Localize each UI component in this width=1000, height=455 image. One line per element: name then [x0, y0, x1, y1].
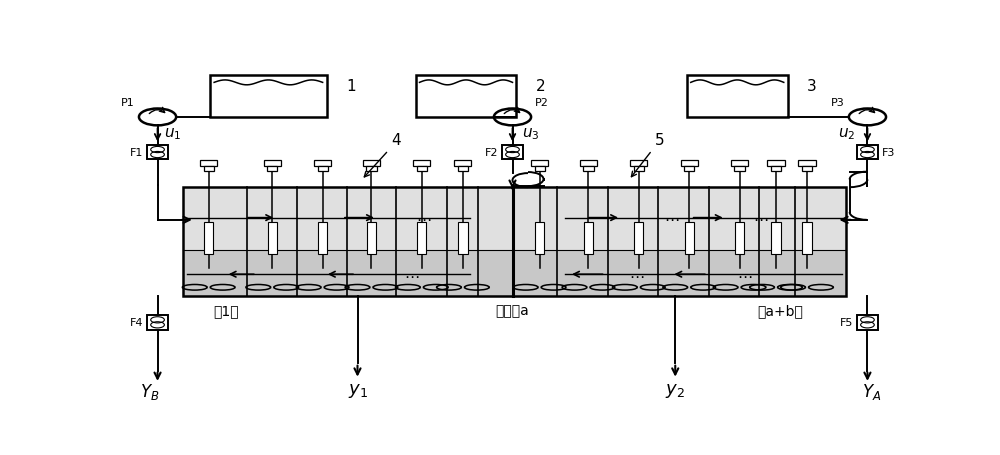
- Bar: [767, 161, 785, 167]
- Bar: [681, 161, 698, 167]
- Bar: [798, 161, 816, 167]
- Bar: [857, 315, 878, 330]
- Bar: [734, 167, 745, 171]
- Bar: [318, 222, 327, 254]
- Text: 2: 2: [536, 79, 545, 94]
- Text: $\cdots$: $\cdots$: [416, 211, 431, 226]
- Bar: [535, 222, 544, 254]
- Bar: [210, 76, 326, 118]
- Text: F2: F2: [485, 148, 499, 158]
- Text: $y_2$: $y_2$: [665, 381, 685, 399]
- Text: $Y_B$: $Y_B$: [140, 382, 160, 402]
- Text: $y_1$: $y_1$: [348, 381, 367, 399]
- Bar: [413, 161, 430, 167]
- Text: $\cdots$: $\cdots$: [404, 267, 419, 282]
- Bar: [771, 222, 781, 254]
- Bar: [684, 167, 694, 171]
- Bar: [735, 222, 744, 254]
- Bar: [416, 76, 516, 118]
- Text: 进料级a: 进料级a: [496, 303, 529, 317]
- Text: $\cdots$: $\cdots$: [629, 267, 644, 282]
- Bar: [264, 161, 281, 167]
- Text: 1: 1: [346, 79, 356, 94]
- Bar: [634, 167, 644, 171]
- Text: $\cdots$: $\cdots$: [753, 211, 768, 226]
- Bar: [584, 222, 593, 254]
- Text: 5: 5: [655, 133, 665, 148]
- Bar: [454, 161, 471, 167]
- Bar: [417, 167, 427, 171]
- Bar: [147, 315, 168, 330]
- Text: $u_3$: $u_3$: [522, 126, 539, 142]
- Text: F4: F4: [130, 318, 144, 328]
- Bar: [802, 167, 812, 171]
- Text: F5: F5: [840, 318, 854, 328]
- Text: P2: P2: [535, 97, 549, 107]
- Text: $u_2$: $u_2$: [838, 126, 856, 142]
- Bar: [771, 167, 781, 171]
- Bar: [802, 222, 812, 254]
- Text: 第a+b级: 第a+b级: [757, 303, 803, 317]
- Bar: [535, 167, 545, 171]
- Bar: [531, 161, 548, 167]
- Bar: [147, 145, 168, 160]
- Bar: [417, 222, 426, 254]
- Bar: [204, 167, 214, 171]
- Bar: [267, 167, 277, 171]
- Text: 第1级: 第1级: [213, 303, 239, 317]
- Text: 3: 3: [807, 79, 817, 94]
- Bar: [183, 188, 846, 251]
- Text: 4: 4: [391, 133, 401, 148]
- Bar: [857, 145, 878, 160]
- Text: $Y_A$: $Y_A$: [862, 382, 881, 402]
- Bar: [502, 145, 523, 160]
- Bar: [363, 161, 380, 167]
- Bar: [183, 251, 846, 296]
- Bar: [200, 161, 217, 167]
- Bar: [204, 222, 213, 254]
- Bar: [318, 167, 328, 171]
- Text: $\cdots$: $\cdots$: [664, 211, 679, 226]
- Bar: [367, 222, 376, 254]
- Text: $\cdots$: $\cdots$: [737, 267, 753, 282]
- Bar: [685, 222, 694, 254]
- Bar: [366, 167, 377, 171]
- Bar: [458, 222, 468, 254]
- Text: F3: F3: [881, 148, 895, 158]
- Bar: [634, 222, 643, 254]
- Bar: [731, 161, 748, 167]
- Text: F1: F1: [130, 148, 144, 158]
- Bar: [314, 161, 331, 167]
- Bar: [583, 167, 594, 171]
- Text: P1: P1: [121, 97, 135, 107]
- Text: $u_1$: $u_1$: [164, 126, 181, 142]
- Text: P3: P3: [831, 97, 845, 107]
- Bar: [630, 161, 647, 167]
- Bar: [580, 161, 597, 167]
- Bar: [268, 222, 277, 254]
- Bar: [183, 188, 846, 296]
- Bar: [458, 167, 468, 171]
- Bar: [687, 76, 788, 118]
